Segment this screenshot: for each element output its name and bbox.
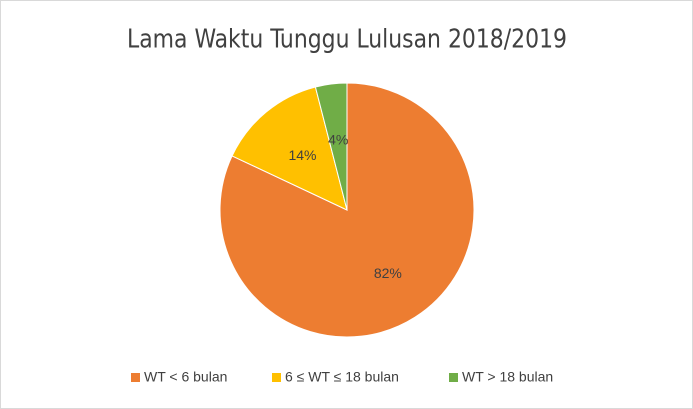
legend-marker (272, 373, 281, 382)
pie-slice (219, 82, 475, 338)
legend-label: 6 ≤ WT ≤ 18 bulan (285, 369, 399, 385)
legend-label: WT > 18 bulan (462, 369, 553, 385)
pie-slice (314, 82, 348, 211)
legend-marker (131, 373, 140, 382)
data-label: 14% (288, 147, 316, 163)
legend-marker (449, 373, 458, 382)
pie-slice (231, 86, 348, 211)
data-label: 82% (374, 265, 402, 281)
data-label: 4% (328, 131, 348, 147)
chart-title: Lama Waktu Tunggu Lulusan 2018/2019 (127, 25, 567, 55)
legend-label: WT < 6 bulan (144, 369, 227, 385)
